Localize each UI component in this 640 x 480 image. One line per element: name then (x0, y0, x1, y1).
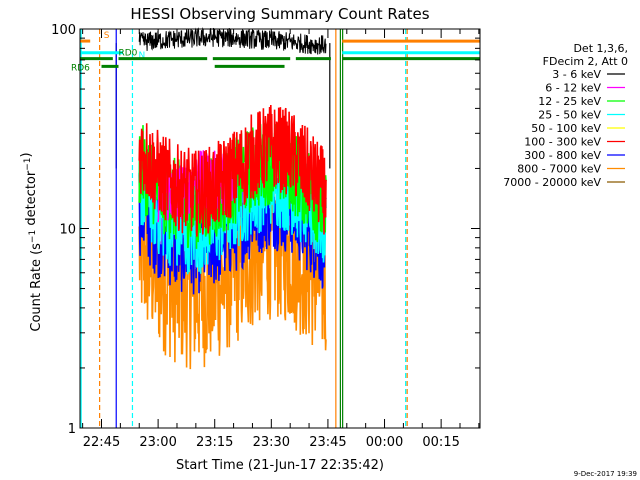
legend-label-5: 100 - 300 keV (524, 136, 601, 149)
legend-label-8: 7000 - 20000 keV (503, 176, 601, 189)
x-tick-label-5: 00:00 (366, 435, 403, 450)
series-100-300-kev-line (138, 104, 327, 237)
x-tick-label-0: 22:45 (83, 435, 120, 450)
y-tick-label-2: 100 (51, 23, 76, 38)
data-layer (138, 27, 327, 370)
legend-label-2: 12 - 25 keV (538, 95, 601, 108)
bar-label-rd6: RD6 (71, 63, 90, 73)
x-tick-label-6: 00:15 (422, 435, 459, 450)
legend-label-0: 3 - 6 keV (552, 68, 601, 81)
marker-layer (80, 29, 408, 428)
footer-date: 9-Dec-2017 19:39 (574, 470, 637, 478)
legend-label-6: 300 - 800 keV (524, 149, 601, 162)
chart-title: HESSI Observing Summary Count Rates (130, 5, 429, 23)
bar-label-s: S (104, 31, 110, 41)
bar-label-rd0: RD0 (118, 49, 137, 59)
x-tick-label-1: 23:00 (139, 435, 176, 450)
axes: 1 10 100 22:45 23:00 23:15 23:30 23:45 00:00 00:1… (51, 23, 481, 450)
series-3-6-kev-line (138, 27, 327, 55)
legend-label-1: 6 - 12 keV (545, 82, 601, 95)
x-axis-label: Start Time (21-Jun-17 22:35:42) (176, 458, 384, 473)
bar-label-n: N (138, 51, 145, 61)
legend-label-3: 25 - 50 keV (538, 109, 601, 122)
y-axis-label: Count Rate (s−1 detector−1) (19, 152, 44, 331)
y-tick-label-1: 10 (59, 223, 76, 238)
legend-label-4: 50 - 100 keV (531, 122, 601, 135)
legend-label-7: 800 - 7000 keV (517, 163, 601, 176)
legend-header-1: FDecim 2, Att 0 (543, 55, 628, 68)
y-tick-label-0: 1 (68, 422, 76, 437)
x-tick-label-4: 23:45 (309, 435, 346, 450)
legend-header-0: Det 1,3,6, (573, 42, 628, 55)
x-tick-label-2: 23:15 (196, 435, 233, 450)
x-tick-label-3: 23:30 (253, 435, 290, 450)
